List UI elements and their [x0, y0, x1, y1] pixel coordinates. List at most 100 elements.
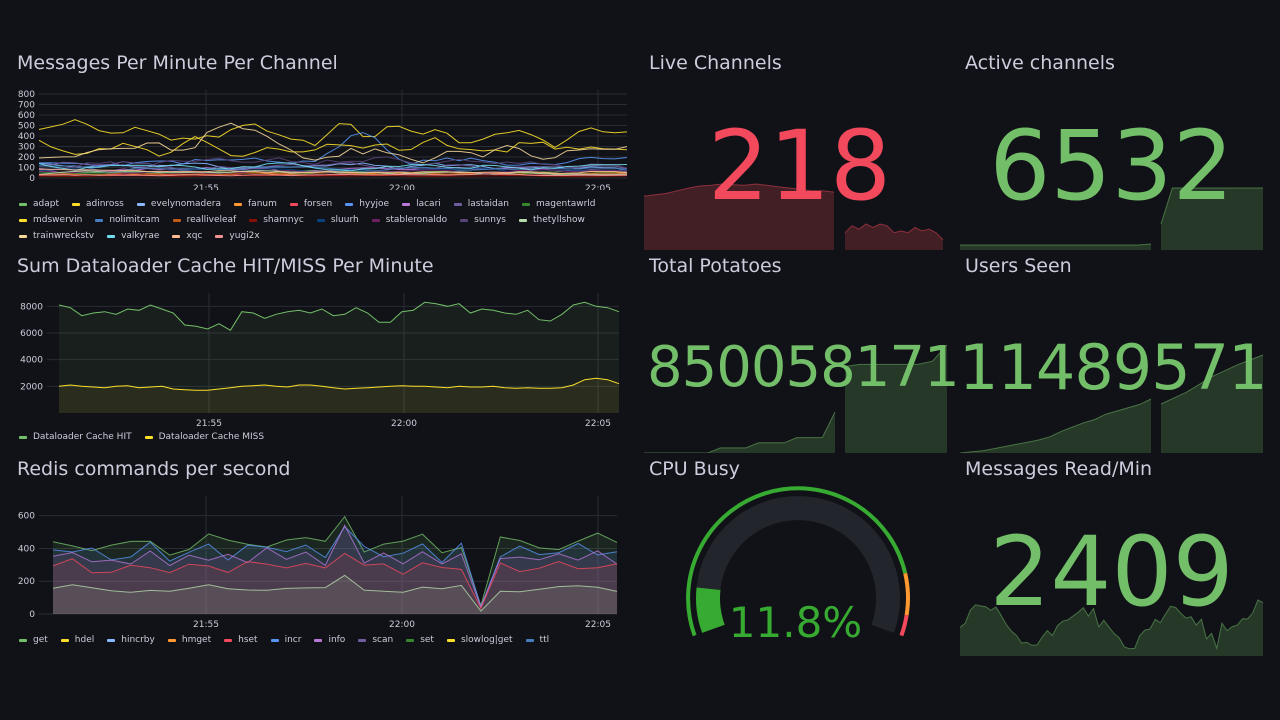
y-tick-label: 800	[18, 90, 35, 100]
legend-swatch	[460, 218, 469, 222]
sparkline-line	[959, 599, 1264, 651]
y-tick-label: 200	[18, 153, 35, 163]
legend-swatch	[525, 638, 534, 642]
legend-item[interactable]: hmget	[167, 632, 212, 648]
legend-item[interactable]: slowlog|get	[446, 632, 513, 648]
sparkline-line	[960, 243, 1152, 246]
legend-label: hset	[238, 635, 258, 645]
panel-title: Users Seen	[965, 255, 1072, 277]
legend-label: sluurh	[330, 215, 359, 225]
legend-item[interactable]: lacari	[402, 196, 441, 212]
legend-item[interactable]: adapt	[19, 196, 59, 212]
gauge-threshold-red	[899, 614, 909, 637]
legend-item[interactable]: nolimitcam	[95, 212, 160, 228]
gauge-track	[696, 496, 900, 633]
legend-label: adinross	[86, 199, 124, 209]
legend-label: scan	[372, 635, 394, 645]
legend-item[interactable]: hincrby	[107, 632, 155, 648]
legend-swatch	[314, 638, 323, 642]
series-line-hyyjoe	[38, 132, 628, 168]
legend-label: set	[420, 635, 434, 645]
legend-label: sunnys	[474, 215, 506, 225]
legend-item[interactable]: evelynomadera	[136, 196, 222, 212]
panel-title: Live Channels	[649, 52, 782, 74]
legend-item[interactable]: forsen	[289, 196, 332, 212]
cpu-busy-panel: CPU Busy 11.8%	[643, 458, 948, 658]
legend-swatch	[371, 218, 380, 222]
series-line-adinross	[38, 119, 628, 148]
legend-item[interactable]: trainwreckstv	[19, 228, 94, 244]
legend-item[interactable]: sunnys	[460, 212, 506, 228]
legend-item[interactable]: yugi2x	[215, 228, 260, 244]
cpu-busy-value: 11.8%	[728, 598, 863, 647]
legend-label: evelynomadera	[150, 199, 222, 209]
sparkline-line	[844, 223, 944, 240]
redis-chart[interactable]: 600 400 200 0 21:55 22:00 22:05	[17, 496, 631, 636]
legend-item[interactable]: xqc	[172, 228, 202, 244]
x-tick-label: 22:05	[585, 419, 611, 429]
y-tick-label: 0	[29, 610, 35, 620]
gauge-threshold-orange	[903, 572, 910, 616]
users-seen-sparkline	[959, 354, 1264, 453]
legend-item[interactable]: mdswervin	[19, 212, 82, 228]
legend-item[interactable]: hdel	[60, 632, 94, 648]
total-potatoes-value: 850058171	[647, 335, 960, 400]
y-tick-label: 200	[18, 577, 35, 587]
legend-swatch	[172, 218, 181, 222]
legend-item[interactable]: Dataloader Cache HIT	[19, 429, 132, 445]
sparkline-line	[1160, 354, 1264, 405]
legend-item[interactable]: fanum	[234, 196, 277, 212]
legend-swatch	[107, 234, 116, 238]
legend-item[interactable]: adinross	[72, 196, 124, 212]
panel-title: Total Potatoes	[649, 255, 782, 277]
y-tick-label: 6000	[20, 329, 43, 339]
legend-item[interactable]: info	[314, 632, 345, 648]
legend-item[interactable]: thetyllshow	[518, 212, 585, 228]
legend-swatch	[136, 202, 145, 206]
legend-label: fanum	[248, 199, 277, 209]
legend-label: ttl	[539, 635, 550, 645]
legend-label: adapt	[33, 199, 59, 209]
legend-item[interactable]: stableronaldo	[371, 212, 447, 228]
legend-item[interactable]: scan	[358, 632, 393, 648]
redis-commands-panel: Redis commands per second 600 400 200 0 21:5…	[17, 458, 631, 658]
legend-label: magentawrld	[535, 199, 596, 209]
legend-item[interactable]: ttl	[525, 632, 550, 648]
y-tick-label: 500	[18, 122, 35, 132]
legend-item[interactable]: hset	[224, 632, 258, 648]
y-tick-label: 8000	[20, 302, 43, 312]
legend-item[interactable]: magentawrld	[521, 196, 596, 212]
panel-title: Messages Per Minute Per Channel	[17, 52, 338, 74]
y-tick-label: 4000	[20, 356, 43, 366]
legend-item[interactable]: valkyrae	[107, 228, 159, 244]
x-tick-label: 22:00	[389, 184, 415, 190]
legend-item[interactable]: shamnyc	[249, 212, 304, 228]
legend-swatch	[60, 638, 69, 642]
sparkline-area	[1161, 188, 1263, 250]
legend-label: hmget	[181, 635, 212, 645]
legend-swatch	[345, 202, 354, 206]
legend-item[interactable]: hyyjoe	[345, 196, 389, 212]
legend-item[interactable]: sluurh	[316, 212, 359, 228]
legend-swatch	[19, 218, 27, 222]
sparkline-area	[644, 412, 835, 453]
live-channels-value: 218	[707, 110, 892, 222]
legend-item[interactable]: incr	[270, 632, 301, 648]
legend-item[interactable]: Dataloader Cache MISS	[144, 429, 264, 445]
legend-swatch	[19, 234, 27, 238]
cache-chart[interactable]: 8000 6000 4000 2000 21:55 22:00 22:05	[17, 293, 631, 433]
legend-item[interactable]: set	[406, 632, 434, 648]
legend-item[interactable]: realliveleaf	[172, 212, 236, 228]
gauge-value-arc	[696, 587, 725, 633]
legend-item[interactable]: lastaidan	[453, 196, 509, 212]
sparkline-line	[643, 183, 835, 197]
legend-item[interactable]: get	[19, 632, 48, 648]
series-area	[59, 302, 619, 413]
cache-legend: Dataloader Cache HIT Dataloader Cache MIS…	[19, 429, 619, 445]
cache-hit-miss-panel: Sum Dataloader Cache HIT/MISS Per Minute…	[17, 255, 631, 445]
y-tick-label: 600	[18, 111, 35, 121]
series-area	[53, 516, 617, 614]
series-line	[58, 301, 620, 331]
legend-label: xqc	[186, 231, 203, 241]
